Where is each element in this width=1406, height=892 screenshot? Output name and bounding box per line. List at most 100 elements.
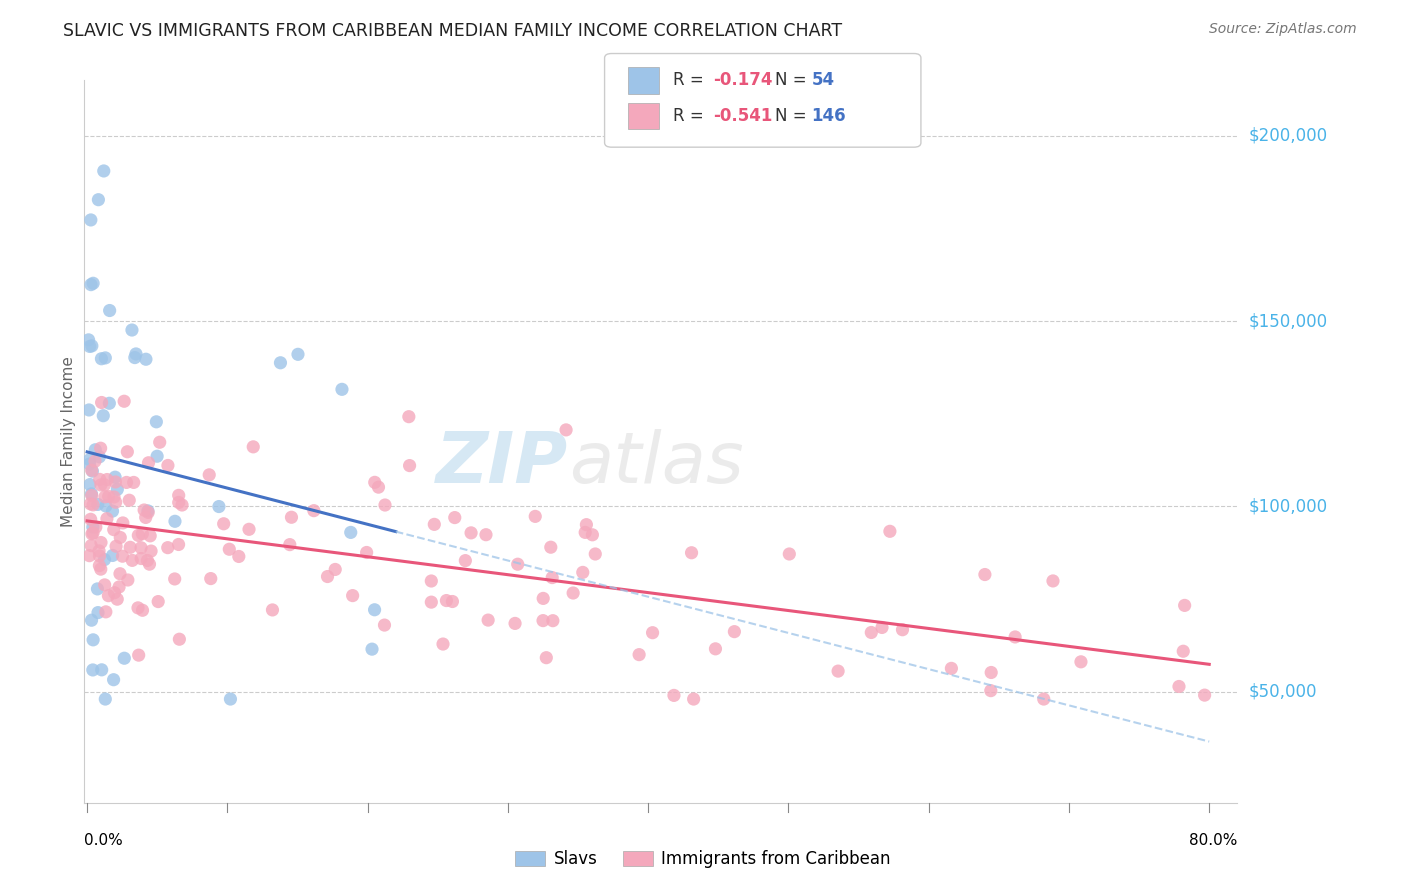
- Legend: Slavs, Immigrants from Caribbean: Slavs, Immigrants from Caribbean: [509, 844, 897, 875]
- Point: [682, 692, 704, 706]
- Text: ZIP: ZIP: [436, 429, 568, 498]
- Point: [342, 589, 364, 603]
- Point: [80, 613, 103, 627]
- Point: [90, 535, 112, 549]
- Point: [80, 487, 103, 501]
- Point: [129, 551, 152, 566]
- Point: [860, 625, 883, 640]
- Point: [84, 520, 107, 534]
- Point: [80, 488, 103, 502]
- Point: [555, 423, 578, 437]
- Point: [167, 488, 190, 502]
- Point: [571, 566, 593, 580]
- Point: [575, 517, 598, 532]
- Point: [127, 600, 149, 615]
- Text: 80.0%: 80.0%: [1189, 833, 1237, 848]
- Point: [121, 553, 143, 567]
- Point: [218, 542, 240, 557]
- Point: [89, 472, 111, 486]
- Point: [80, 277, 103, 292]
- Point: [200, 572, 222, 586]
- Point: [105, 483, 128, 497]
- Point: [1168, 680, 1191, 694]
- Point: [101, 504, 124, 518]
- Point: [541, 571, 564, 585]
- Point: [145, 415, 167, 429]
- Point: [980, 665, 1002, 680]
- Point: [105, 539, 128, 553]
- Point: [367, 480, 389, 494]
- Point: [361, 642, 384, 657]
- Point: [723, 624, 745, 639]
- Point: [124, 351, 146, 365]
- Point: [477, 613, 499, 627]
- Point: [280, 510, 302, 524]
- Point: [87, 497, 110, 511]
- Point: [1194, 688, 1216, 702]
- Text: $50,000: $50,000: [1249, 682, 1317, 700]
- Text: R =: R =: [673, 71, 710, 89]
- Point: [356, 545, 378, 559]
- Point: [80, 213, 103, 227]
- Point: [641, 625, 664, 640]
- Point: [108, 580, 131, 594]
- Point: [870, 620, 893, 634]
- Point: [97, 490, 120, 504]
- Point: [105, 592, 128, 607]
- Point: [82, 464, 104, 478]
- Point: [583, 547, 606, 561]
- Point: [269, 356, 291, 370]
- Point: [90, 663, 112, 677]
- Point: [82, 498, 104, 512]
- Point: [228, 549, 250, 564]
- Point: [212, 516, 235, 531]
- Point: [980, 683, 1002, 698]
- Point: [208, 500, 231, 514]
- Point: [364, 475, 387, 490]
- Point: [136, 504, 159, 518]
- Point: [93, 478, 115, 492]
- Point: [330, 382, 353, 396]
- Point: [163, 572, 186, 586]
- Point: [941, 661, 963, 675]
- Point: [134, 503, 156, 517]
- Point: [77, 333, 100, 347]
- Point: [127, 528, 149, 542]
- Point: [90, 351, 112, 366]
- Point: [90, 562, 112, 576]
- Point: [374, 498, 396, 512]
- Point: [135, 352, 157, 367]
- Point: [432, 637, 454, 651]
- Point: [778, 547, 800, 561]
- Point: [79, 477, 101, 491]
- Point: [219, 692, 242, 706]
- Point: [122, 475, 145, 490]
- Point: [94, 351, 117, 365]
- Point: [115, 475, 138, 490]
- Point: [79, 497, 101, 511]
- Point: [118, 493, 141, 508]
- Point: [262, 603, 284, 617]
- Point: [90, 441, 112, 455]
- Point: [503, 616, 526, 631]
- Point: [1174, 599, 1197, 613]
- Point: [104, 495, 127, 509]
- Point: [104, 475, 127, 489]
- Point: [94, 490, 117, 504]
- Point: [110, 531, 132, 545]
- Point: [628, 648, 651, 662]
- Point: [112, 394, 135, 409]
- Point: [973, 567, 995, 582]
- Point: [1042, 574, 1064, 588]
- Text: $200,000: $200,000: [1249, 127, 1327, 145]
- Point: [129, 541, 152, 555]
- Point: [156, 541, 179, 555]
- Point: [117, 573, 139, 587]
- Text: -0.174: -0.174: [713, 71, 772, 89]
- Point: [79, 339, 101, 353]
- Point: [94, 499, 117, 513]
- Text: atlas: atlas: [568, 429, 744, 498]
- Y-axis label: Median Family Income: Median Family Income: [60, 356, 76, 527]
- Text: Source: ZipAtlas.com: Source: ZipAtlas.com: [1209, 22, 1357, 37]
- Text: 0.0%: 0.0%: [84, 833, 124, 848]
